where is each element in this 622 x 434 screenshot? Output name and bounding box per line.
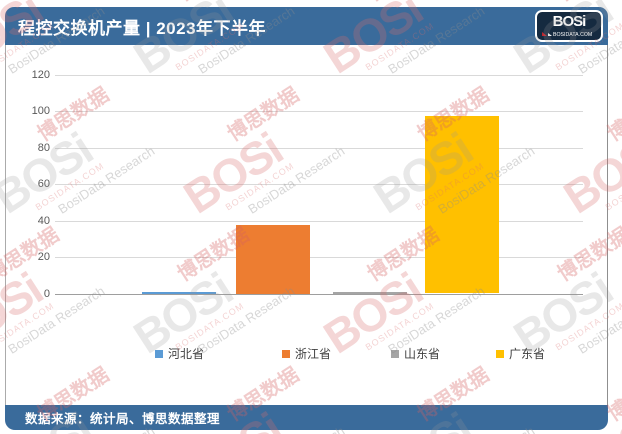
data-source-note: 数据来源：统计局、博思数据整理 (25, 412, 221, 426)
bosi-logo: BOSi BOSIDATA.COM (535, 10, 603, 42)
watermark-cn-text: 博思数据 (0, 0, 131, 7)
footer-banner: 数据来源：统计局、博思数据整理 (5, 405, 608, 430)
logo-brand-text: BOSi (552, 12, 587, 30)
legend-label: 山东省 (404, 347, 441, 361)
legend-item: 浙江省 (282, 345, 331, 362)
legend-label: 河北省 (168, 347, 205, 361)
chart-legend: 河北省 浙江省 山东省 广东省 (5, 345, 608, 361)
chart-card: 程控交换机产量 | 2023年下半年 BOSi BOSIDATA.COM 0 20… (5, 7, 608, 430)
watermark-cn-text: 博思数据 (361, 0, 511, 7)
logo-red-flag-icon (541, 32, 547, 36)
chart-plot-area (5, 45, 608, 405)
legend-item: 广东省 (496, 345, 545, 362)
legend-label: 广东省 (509, 347, 546, 361)
legend-swatch-icon (155, 349, 163, 358)
logo-bottom-row: BOSIDATA.COM (541, 30, 597, 39)
legend-swatch-icon (496, 349, 504, 358)
legend-item: 河北省 (155, 345, 204, 362)
legend-swatch-icon (391, 349, 399, 358)
page-title: 程控交换机产量 | 2023年下半年 (18, 18, 267, 38)
watermark-cn-text: 博思数据 (551, 0, 622, 7)
logo-brand-label: BOSi (552, 12, 587, 30)
legend-item: 山东省 (391, 345, 440, 362)
header-banner: 程控交换机产量 | 2023年下半年 BOSi BOSIDATA.COM (5, 7, 608, 45)
legend-label: 浙江省 (295, 347, 332, 361)
logo-domain-label: BOSIDATA.COM (552, 30, 592, 37)
legend-swatch-icon (282, 349, 290, 358)
watermark-cn-text: 博思数据 (171, 0, 321, 7)
logo-white-flag-icon (547, 32, 552, 36)
